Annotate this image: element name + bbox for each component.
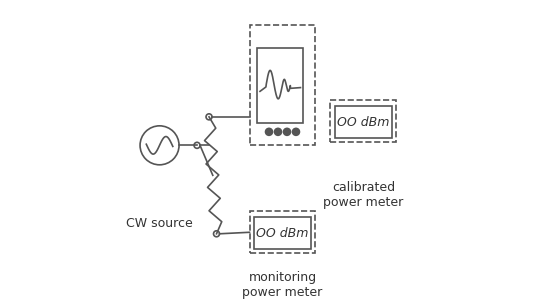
Text: OO dBm: OO dBm — [337, 115, 390, 129]
FancyBboxPatch shape — [249, 211, 315, 253]
Text: OO dBm: OO dBm — [256, 227, 309, 239]
Circle shape — [194, 142, 200, 148]
FancyBboxPatch shape — [249, 25, 315, 145]
FancyBboxPatch shape — [331, 100, 397, 142]
Text: CW source: CW source — [126, 217, 193, 230]
FancyBboxPatch shape — [257, 48, 304, 123]
Circle shape — [214, 231, 220, 237]
Circle shape — [266, 128, 273, 135]
FancyBboxPatch shape — [335, 106, 392, 138]
Circle shape — [283, 128, 291, 135]
Text: monitoring
power meter: monitoring power meter — [242, 271, 322, 299]
Circle shape — [292, 128, 300, 135]
Circle shape — [206, 114, 212, 120]
Circle shape — [274, 128, 282, 135]
Text: calibrated
power meter: calibrated power meter — [324, 181, 404, 209]
FancyBboxPatch shape — [254, 217, 311, 249]
